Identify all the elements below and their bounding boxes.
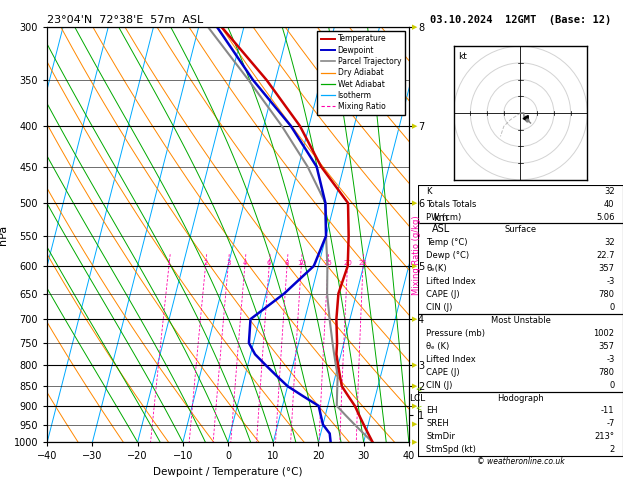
Text: θₑ(K): θₑ(K) [426, 264, 447, 273]
Text: K: K [426, 187, 432, 196]
Text: Most Unstable: Most Unstable [491, 316, 550, 325]
Text: 32: 32 [604, 187, 615, 196]
Text: ▶: ▶ [412, 200, 418, 206]
Text: 4: 4 [243, 260, 247, 266]
Text: 6: 6 [267, 260, 272, 266]
Text: 780: 780 [599, 290, 615, 299]
Text: Dewp (°C): Dewp (°C) [426, 251, 470, 260]
Text: Lifted Index: Lifted Index [426, 277, 476, 286]
Text: Hodograph: Hodograph [497, 394, 544, 402]
Text: Surface: Surface [504, 226, 537, 234]
Text: 22.7: 22.7 [596, 251, 615, 260]
Text: Mixing Ratio (g/kg): Mixing Ratio (g/kg) [412, 215, 421, 295]
Text: ▶: ▶ [412, 421, 418, 428]
Text: CAPE (J): CAPE (J) [426, 368, 460, 377]
Text: θₑ (K): θₑ (K) [426, 342, 450, 351]
Text: Lifted Index: Lifted Index [426, 355, 476, 364]
Text: ▶: ▶ [412, 383, 418, 389]
Text: 5.06: 5.06 [596, 212, 615, 222]
Legend: Temperature, Dewpoint, Parcel Trajectory, Dry Adiabat, Wet Adiabat, Isotherm, Mi: Temperature, Dewpoint, Parcel Trajectory… [317, 31, 405, 115]
Y-axis label: km
ASL: km ASL [431, 213, 450, 235]
Text: 0: 0 [610, 303, 615, 312]
Text: CIN (J): CIN (J) [426, 303, 453, 312]
Text: -3: -3 [606, 277, 615, 286]
Text: <: < [415, 404, 421, 413]
Text: 1002: 1002 [594, 329, 615, 338]
Text: 3: 3 [226, 260, 230, 266]
Text: ▶: ▶ [412, 316, 418, 322]
Text: StmDir: StmDir [426, 433, 455, 441]
Text: ▶: ▶ [412, 362, 418, 368]
Text: 357: 357 [599, 342, 615, 351]
Text: -3: -3 [606, 355, 615, 364]
Text: -11: -11 [601, 406, 615, 416]
Text: Temp (°C): Temp (°C) [426, 238, 468, 247]
Text: <: < [415, 384, 421, 393]
Text: 2: 2 [203, 260, 208, 266]
Text: 10: 10 [297, 260, 306, 266]
Text: 2: 2 [610, 445, 615, 454]
Text: 25: 25 [359, 260, 367, 266]
Text: -7: -7 [606, 419, 615, 428]
Text: ▶: ▶ [412, 263, 418, 269]
Text: EH: EH [426, 406, 438, 416]
Text: 213°: 213° [594, 433, 615, 441]
Y-axis label: hPa: hPa [0, 225, 8, 244]
Text: 0: 0 [610, 381, 615, 390]
Text: 1: 1 [167, 260, 171, 266]
Text: ▶: ▶ [412, 24, 418, 30]
Text: 780: 780 [599, 368, 615, 377]
Text: 23°04'N  72°38'E  57m  ASL: 23°04'N 72°38'E 57m ASL [47, 15, 203, 25]
Text: ▶: ▶ [412, 403, 418, 409]
Text: CIN (J): CIN (J) [426, 381, 453, 390]
Text: © weatheronline.co.uk: © weatheronline.co.uk [477, 457, 564, 466]
Text: ▶: ▶ [412, 123, 418, 129]
Text: SREH: SREH [426, 419, 449, 428]
Text: 32: 32 [604, 238, 615, 247]
Text: 8: 8 [285, 260, 289, 266]
X-axis label: Dewpoint / Temperature (°C): Dewpoint / Temperature (°C) [153, 467, 303, 477]
Text: CAPE (J): CAPE (J) [426, 290, 460, 299]
Text: 15: 15 [323, 260, 332, 266]
Text: 40: 40 [604, 200, 615, 208]
Text: LCL: LCL [409, 394, 426, 402]
Text: Pressure (mb): Pressure (mb) [426, 329, 486, 338]
Text: 20: 20 [343, 260, 352, 266]
Text: kt: kt [458, 52, 467, 61]
Text: StmSpd (kt): StmSpd (kt) [426, 445, 476, 454]
Text: 357: 357 [599, 264, 615, 273]
Text: PW (cm): PW (cm) [426, 212, 462, 222]
Text: Totals Totals: Totals Totals [426, 200, 477, 208]
Text: ▶: ▶ [412, 439, 418, 445]
Text: 03.10.2024  12GMT  (Base: 12): 03.10.2024 12GMT (Base: 12) [430, 15, 611, 25]
